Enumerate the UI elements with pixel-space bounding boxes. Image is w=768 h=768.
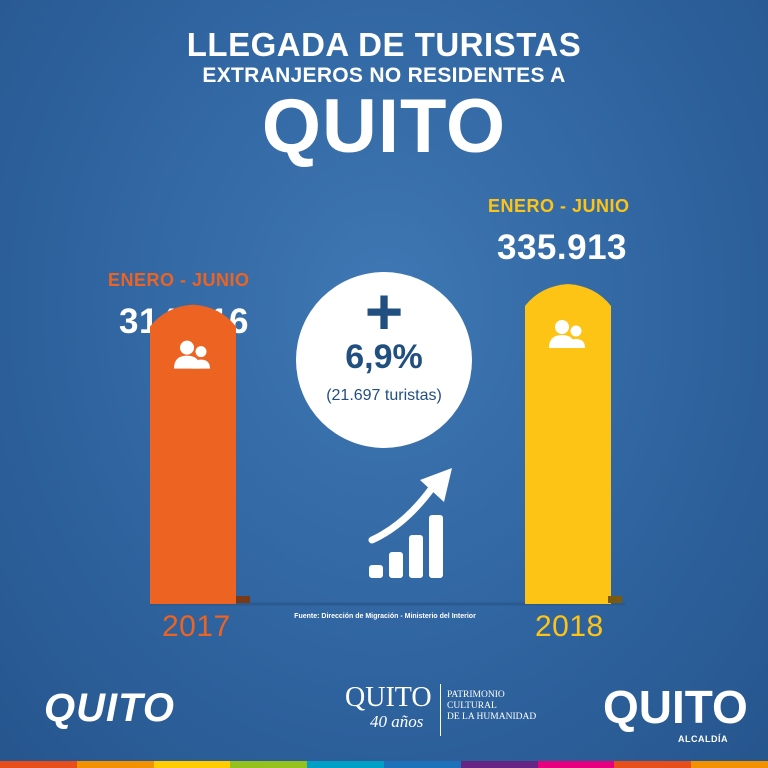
logo-alcaldia-label: ALCALDÍA — [678, 734, 728, 744]
heritage-line-1: PATRIMONIO — [447, 690, 505, 700]
value-label-2018: 335.913 — [497, 228, 628, 267]
heritage-line-3: DE LA HUMANIDAD — [447, 712, 537, 722]
heritage-text: PATRIMONIO CULTURAL DE LA HUMANIDAD — [447, 690, 536, 723]
year-label-2018: 2018 — [535, 610, 604, 643]
stripe-segment — [230, 761, 308, 768]
plus-sign: + — [364, 274, 404, 348]
growth-percent: 6,9% — [345, 338, 423, 376]
stripe-segment — [383, 761, 461, 768]
bar-2018 — [525, 284, 611, 604]
stripe-segment — [537, 761, 615, 768]
year-label-2017: 2017 — [162, 610, 231, 643]
logo-quito-left: QUITO — [44, 686, 175, 730]
title-line-3: QUITO — [261, 84, 507, 169]
stripe-segment — [614, 761, 692, 768]
growth-circle: + 6,9% (21.697 turistas) — [296, 272, 472, 448]
stripe-segment — [691, 761, 768, 768]
heritage-line-2: CULTURAL — [447, 701, 497, 711]
stripe-segment — [307, 761, 384, 768]
title-line-1: LLEGADA DE TURISTAS — [186, 26, 582, 63]
stripe-segment — [0, 761, 77, 768]
bar-2017 — [150, 304, 236, 604]
period-label-2017: ENERO - JUNIO — [108, 270, 250, 290]
logo-quito-40-years: 40 años — [370, 712, 424, 731]
stripe-segment — [460, 761, 538, 768]
bar-2018-shadow — [608, 596, 622, 603]
logo-quito-alcaldia: QUITO — [603, 681, 748, 733]
person-group-icon — [174, 340, 210, 369]
person-group-icon — [549, 320, 585, 348]
color-stripe — [0, 761, 768, 768]
stripe-segment — [76, 761, 154, 768]
title-line-2: EXTRANJEROS NO RESIDENTES A — [202, 64, 566, 87]
source-note: Fuente: Dirección de Migración - Ministe… — [294, 613, 476, 620]
period-label-2018: ENERO - JUNIO — [488, 196, 630, 216]
trend-up-arrow-icon — [368, 468, 452, 578]
logo-quito-40-name: QUITO — [345, 682, 432, 713]
bar-2017-shadow — [236, 596, 250, 603]
logo-divider — [440, 684, 441, 736]
growth-difference: (21.697 turistas) — [326, 387, 442, 404]
stripe-segment — [153, 761, 231, 768]
